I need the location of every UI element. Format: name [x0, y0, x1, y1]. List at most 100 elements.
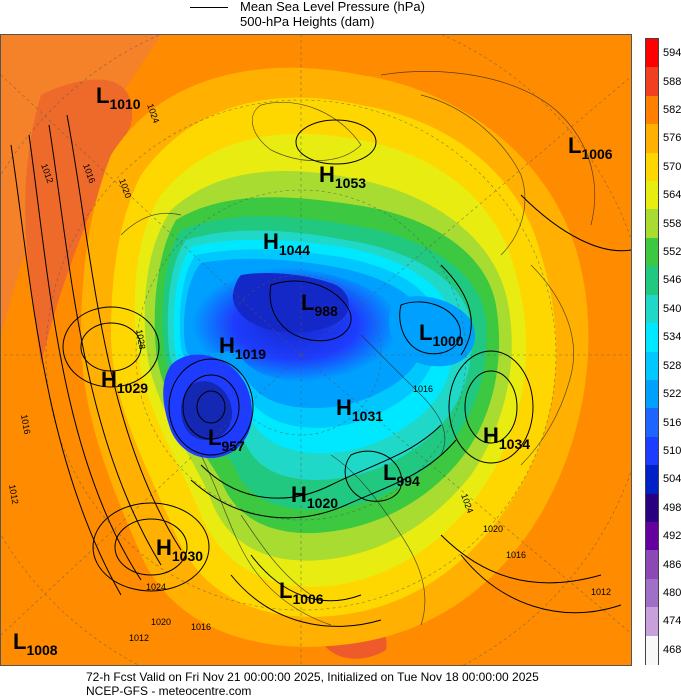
- isobar-label: 1016: [19, 414, 32, 435]
- high-center: H1030: [156, 535, 203, 564]
- low-value: 957: [221, 438, 245, 454]
- high-letter: H: [263, 229, 279, 254]
- colorbar-swatch: [646, 408, 658, 438]
- high-center: H1044: [263, 229, 310, 258]
- low-letter: L: [419, 320, 432, 345]
- chart-header: Mean Sea Level Pressure (hPa) 500-hPa He…: [0, 0, 681, 34]
- low-center: L988: [301, 290, 338, 319]
- high-letter: H: [336, 395, 352, 420]
- colorbar-label: 468: [663, 643, 681, 656]
- colorbar-swatch: [646, 436, 658, 466]
- low-letter: L: [96, 83, 109, 108]
- low-center: L1006: [568, 133, 613, 162]
- map-panel: 1012 1016 1020 1024 1028 1016 1012 1020 …: [0, 34, 632, 666]
- high-value: 1019: [235, 346, 266, 362]
- isobars: [10, 114, 631, 627]
- low-center: L1008: [13, 629, 58, 658]
- mslp-legend-line: [190, 7, 228, 8]
- high-letter: H: [219, 333, 235, 358]
- high-value: 1034: [499, 436, 530, 452]
- colorbar-label: 492: [663, 530, 681, 543]
- colorbar-swatch: [646, 521, 658, 551]
- colorbar-swatch: [646, 351, 658, 381]
- high-center: H1031: [336, 395, 383, 424]
- colorbar-swatch: [646, 67, 658, 97]
- colorbar-label: 510: [663, 444, 681, 457]
- high-value: 1029: [117, 380, 148, 396]
- high-center: H1034: [483, 423, 530, 452]
- isobar-label: 1016: [506, 550, 526, 560]
- height-field-504-north: [232, 273, 349, 333]
- colorbar-label: 498: [663, 501, 681, 514]
- low-value: 1008: [26, 642, 57, 658]
- high-center: H1019: [219, 333, 266, 362]
- colorbar-label: 588: [663, 75, 681, 88]
- forecast-valid-text: 72-h Fcst Valid on Fri Nov 21 00:00:00 2…: [86, 670, 539, 684]
- isobar-label: 1012: [7, 484, 20, 505]
- low-center: L1000: [419, 320, 464, 349]
- colorbar-label: 504: [663, 473, 681, 486]
- colorbar-swatch: [646, 578, 658, 608]
- header-title-heights: 500-hPa Heights (dam): [240, 14, 375, 29]
- colorbar-label: 534: [663, 331, 681, 344]
- low-value: 1000: [432, 333, 463, 349]
- colorbar-swatch: [646, 294, 658, 324]
- colorbar-swatch: [646, 39, 658, 68]
- low-center: L1010: [96, 83, 141, 112]
- colorbar-label: 594: [663, 47, 681, 60]
- colorbar-swatch: [646, 465, 658, 495]
- colorbar-label: 486: [663, 558, 681, 571]
- isobar-label: 1020: [151, 617, 171, 627]
- colorbar-label: 582: [663, 104, 681, 117]
- chart-footer: 72-h Fcst Valid on Fri Nov 21 00:00:00 2…: [0, 667, 681, 700]
- low-center: L994: [383, 460, 420, 489]
- low-value: 1006: [581, 146, 612, 162]
- header-title-mslp: Mean Sea Level Pressure (hPa): [240, 0, 425, 14]
- isobar-labels: 1012 1016 1020 1024 1028 1016 1012 1020 …: [7, 102, 611, 643]
- colorbar-swatch: [646, 323, 658, 353]
- isobar-label: 1016: [413, 384, 433, 394]
- low-value: 994: [396, 473, 420, 489]
- colorbar-swatch: [646, 635, 658, 665]
- high-value: 1030: [172, 548, 203, 564]
- high-center: H1029: [101, 367, 148, 396]
- low-letter: L: [301, 290, 314, 315]
- isobar-label: 1016: [191, 622, 211, 632]
- colorbar-swatch: [646, 95, 658, 125]
- colorbar-label: 480: [663, 586, 681, 599]
- height-colorbar: [645, 38, 659, 665]
- colorbar-label: 516: [663, 416, 681, 429]
- high-value: 1020: [307, 495, 338, 511]
- low-value: 1010: [109, 96, 140, 112]
- colorbar-label: 564: [663, 189, 681, 202]
- low-center: L1006: [279, 578, 324, 607]
- polar-stereographic-map: 1012 1016 1020 1024 1028 1016 1012 1020 …: [1, 35, 631, 665]
- colorbar-label: 474: [663, 615, 681, 628]
- high-letter: H: [291, 482, 307, 507]
- low-value: 1006: [292, 591, 323, 607]
- colorbar-swatch: [646, 152, 658, 182]
- pressure-centers: H1053 H1044 H1019 H1029 H1031 H1034 H102…: [13, 83, 613, 658]
- high-value: 1031: [352, 408, 383, 424]
- isobar-label: 1012: [591, 587, 611, 597]
- high-center: H1020: [291, 482, 338, 511]
- colorbar-swatch: [646, 550, 658, 580]
- low-letter: L: [568, 133, 581, 158]
- colorbar-label: 528: [663, 359, 681, 372]
- colorbar-swatch: [646, 266, 658, 296]
- low-center: L957: [208, 425, 245, 454]
- high-letter: H: [483, 423, 499, 448]
- colorbar-swatch: [646, 607, 658, 637]
- colorbar-swatch: [646, 379, 658, 409]
- high-letter: H: [156, 535, 172, 560]
- colorbar-label: 576: [663, 132, 681, 145]
- low-letter: L: [208, 425, 221, 450]
- colorbar-label: 558: [663, 217, 681, 230]
- high-value: 1053: [335, 175, 366, 191]
- colorbar-label: 552: [663, 246, 681, 259]
- colorbar-label: 540: [663, 302, 681, 315]
- colorbar-swatch: [646, 237, 658, 267]
- high-letter: H: [319, 162, 335, 187]
- high-letter: H: [101, 367, 117, 392]
- low-letter: L: [383, 460, 396, 485]
